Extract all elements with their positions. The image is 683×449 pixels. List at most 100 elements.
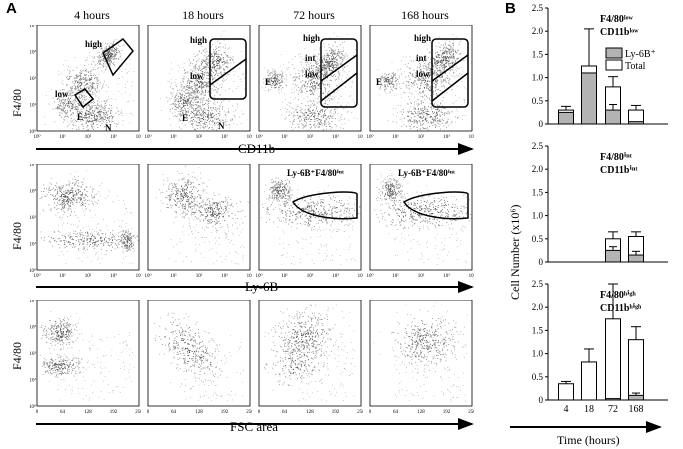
chart-title-line1: F4/80ʰⁱᵍʰ [600,290,636,301]
gate-label: E [376,77,382,87]
x-tick-label: 10² [418,134,425,140]
bar-ly6b [605,249,621,263]
x-tick-label: 0 [258,410,261,415]
gate-label: high [190,35,207,45]
x-tick-label: 192 [221,410,229,415]
y-tick-label: 10¹ [30,103,37,109]
bar-ly6b [558,111,574,125]
flow-plot-r1-c4: 10⁰ 10¹ 10² 10³ 10⁴ high int low E [366,25,474,140]
x-tick-label: 10² [85,134,92,140]
x-tick-label: 10¹ [392,273,399,279]
y-tick-label: 10¹ [30,242,37,248]
chart-title-line2: CD11bⁱⁿᵗ [600,165,637,176]
flow-plot-r3-c4: 0 64 128 192 256 [369,300,474,415]
y-tick-label: 10³ [30,325,37,331]
flow-plot-r3-c3: 0 64 128 192 256 [258,300,363,415]
flow-dots [39,170,139,264]
y-tick-label: 2.0 [532,26,544,36]
x-tick-label: 10⁴ [136,134,141,140]
gate-label: E [182,113,188,123]
y-tick-label: 0.5 [532,96,544,106]
flow-dots [159,31,246,131]
time-label-4h: 4 hours [74,8,110,22]
gate-label: E [265,77,271,87]
x-tick-label: 64 [282,410,288,415]
x-tick-label: 0 [147,410,150,415]
gate-label: high [303,33,320,43]
x-tick-label: 10³ [443,134,450,140]
x-tick-label: 128 [195,410,203,415]
x-tick-label: 0 [36,410,39,415]
gate-outline [431,38,469,108]
x-tick-label: 64 [393,410,399,415]
gate-outline [431,54,469,82]
x-tick-label: 10¹ [59,273,66,279]
gate-label: int [305,53,316,63]
x-tick-label: 128 [417,410,425,415]
gate-label: int [416,53,427,63]
y-tick-label: 1.5 [532,49,544,59]
x-tick-label: 10⁴ [358,273,363,279]
panel-b-ylabel: Cell Number (x10⁶) [508,204,522,301]
bar-total [558,383,574,401]
x-tick-label: 128 [306,410,314,415]
y-tick-label: 1.0 [532,73,544,83]
x-tick-label: 10⁴ [247,134,252,140]
flow-dots [261,32,358,131]
y-tick-label: 10² [30,215,37,221]
x-tick-label: 10⁰ [144,134,151,140]
bar-ly6b [628,121,644,125]
y-tick-label: 0 [539,119,544,129]
x-tick-label: 10³ [443,273,450,279]
flow-dots [39,311,135,401]
flow-plot-r2-c1: 10⁰ 10¹ 10² 10³ 10⁴ 10⁰ 10¹ 10² 10³ 10⁴ [29,164,141,279]
flow-dots [374,170,472,265]
y-tick-label: 10⁰ [29,268,36,274]
x-tick-label: 10¹ [170,134,177,140]
x-tick-label: 256 [135,410,141,415]
x-tick-label: 10⁴ [469,134,474,140]
time-label-168h: 168 hours [401,8,449,22]
y-tick-label: 1.5 [532,325,544,335]
flow-dots [263,304,355,402]
gate-label: high [414,33,431,43]
x-tick-label: 10⁰ [255,134,262,140]
x-tick-label: 10⁰ [33,134,40,140]
y-tick-label: 1.0 [532,349,544,359]
x-tick-label: 10² [196,134,203,140]
y-tick-label: 1.5 [532,187,544,197]
y-tick-label: 10⁴ [29,300,36,304]
gate-outline [402,191,469,220]
x-tick-label: 256 [357,410,363,415]
x-tick-label: 10³ [221,273,228,279]
x-tick-label: 18 [584,404,594,415]
x-tick-label: 10³ [110,273,117,279]
x-tick-label: 10³ [110,134,117,140]
gate-label: low [190,71,204,81]
gate-outline [209,38,247,100]
bar-ly6b [581,72,597,125]
gate-label: E [77,112,83,122]
x-tick-label: 10⁴ [469,273,474,279]
x-tick-label: 10⁰ [366,273,373,279]
panel-b-letter: B [505,0,516,17]
chart-title-line2: CD11bʰⁱᵍʰ [600,303,642,314]
flow-dots [44,38,135,131]
x-tick-label: 10¹ [170,273,177,279]
x-tick-label: 10⁰ [33,273,40,279]
y-tick-label: 0 [539,395,544,405]
x-tick-label: 10² [85,273,92,279]
x-tick-label: 10² [196,273,203,279]
gate-outline [291,191,358,220]
x-tick-label: 10⁰ [144,273,151,279]
gate-label: low [55,89,69,99]
gate-label: N [218,121,225,131]
y-tick-label: 10⁴ [29,25,36,29]
bar-total [628,339,644,401]
panel-a-letter: A [6,0,17,17]
gate-outline [209,58,247,86]
chart-title-line1: F4/80ˡᵒʷ [600,14,634,25]
bar-total [581,361,597,401]
